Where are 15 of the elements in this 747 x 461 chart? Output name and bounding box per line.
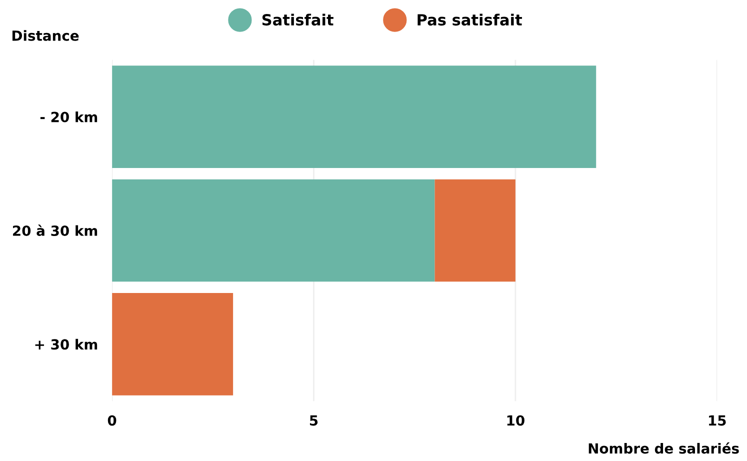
y-tick-label: 20 à 30 km: [13, 224, 98, 236]
x-tick-label: 15: [709, 415, 726, 426]
x-tick-label: 10: [507, 415, 524, 426]
y-tick-label: - 20 km: [40, 112, 98, 122]
legend-label: Pas satisfait: [418, 14, 522, 26]
x-axis-title: Nombre de salariés: [588, 442, 739, 454]
x-tick-label: 5: [310, 415, 318, 426]
bar: [112, 66, 596, 168]
y-axis-title: Distance: [12, 30, 79, 41]
x-tick-label: 0: [108, 415, 116, 426]
legend-label: Satisfait: [262, 14, 334, 26]
bar: [434, 179, 516, 282]
bar: [112, 293, 234, 396]
bar: [112, 179, 435, 282]
y-tick-label: + 30 km: [35, 338, 98, 350]
